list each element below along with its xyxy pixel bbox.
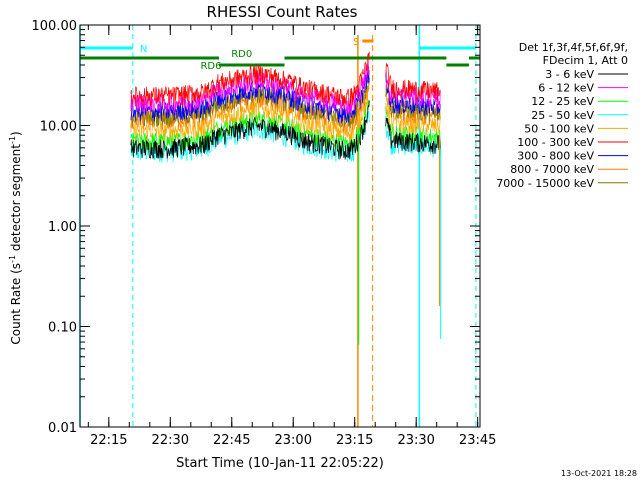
x-tick-label: 22:45 bbox=[213, 433, 250, 448]
y-axis-label-sup: -1 bbox=[8, 255, 17, 263]
x-tick-label: 22:30 bbox=[152, 433, 189, 448]
series-line bbox=[385, 117, 441, 154]
rd0-label: RD0 bbox=[231, 49, 252, 60]
y-axis: 0.01 0.10 1.00 10.00 100.00 bbox=[32, 19, 480, 436]
saa-label: S bbox=[353, 37, 359, 48]
y-tick-label: 0.10 bbox=[48, 321, 77, 336]
legend-label: 300 - 800 keV bbox=[517, 150, 594, 163]
x-tick-label: 23:30 bbox=[397, 433, 434, 448]
footer-date: 13-Oct-2021 18:28 bbox=[561, 469, 637, 478]
legend-label: 7000 - 15000 keV bbox=[496, 177, 594, 190]
legend: Det 1f,3f,4f,5f,6f,9f, FDecim 1, Att 0 3… bbox=[496, 41, 628, 190]
series-line bbox=[385, 63, 441, 102]
x-tick-label: 23:45 bbox=[459, 433, 496, 448]
y-axis-label-sup2: -1 bbox=[8, 136, 17, 144]
y-tick-label: 100.00 bbox=[32, 19, 78, 34]
legend-label: 25 - 50 keV bbox=[531, 109, 594, 122]
y-axis-label: Count Rate (s-1 detector segment-1) bbox=[8, 131, 23, 344]
rd6-label: RD6 bbox=[200, 61, 221, 72]
legend-header-2: FDecim 1, Att 0 bbox=[543, 54, 628, 67]
x-axis: 22:15 22:30 22:45 23:00 23:15 23:30 23:45 bbox=[87, 25, 496, 448]
x-tick-label: 23:00 bbox=[275, 433, 312, 448]
legend-label: 100 - 300 keV bbox=[517, 136, 594, 149]
series-line bbox=[385, 101, 441, 135]
x-axis-label: Start Time (10-Jan-11 22:05:22) bbox=[176, 456, 384, 471]
x-tick-label: 23:15 bbox=[336, 433, 373, 448]
night-label: N bbox=[140, 44, 147, 55]
legend-label: 800 - 7000 keV bbox=[510, 163, 594, 176]
legend-label: 50 - 100 keV bbox=[524, 122, 594, 135]
y-tick-label: 0.01 bbox=[48, 421, 77, 436]
series-line bbox=[130, 54, 370, 115]
chart-title: RHESSI Count Rates bbox=[207, 3, 358, 21]
legend-header-1: Det 1f,3f,4f,5f,6f,9f, bbox=[519, 41, 628, 54]
legend-label: 6 - 12 keV bbox=[538, 82, 594, 95]
series-line bbox=[130, 66, 370, 124]
y-tick-label: 1.00 bbox=[48, 220, 77, 235]
x-tick-label: 22:15 bbox=[90, 433, 127, 448]
series-line bbox=[130, 85, 370, 142]
series-line bbox=[130, 51, 370, 108]
series-line bbox=[385, 70, 441, 109]
legend-label: 12 - 25 keV bbox=[531, 95, 594, 108]
legend-label: 3 - 6 keV bbox=[545, 68, 594, 81]
y-tick-label: 10.00 bbox=[40, 120, 77, 135]
plot-area: N S RD0 RD6 bbox=[79, 25, 480, 427]
series-line bbox=[130, 100, 370, 160]
